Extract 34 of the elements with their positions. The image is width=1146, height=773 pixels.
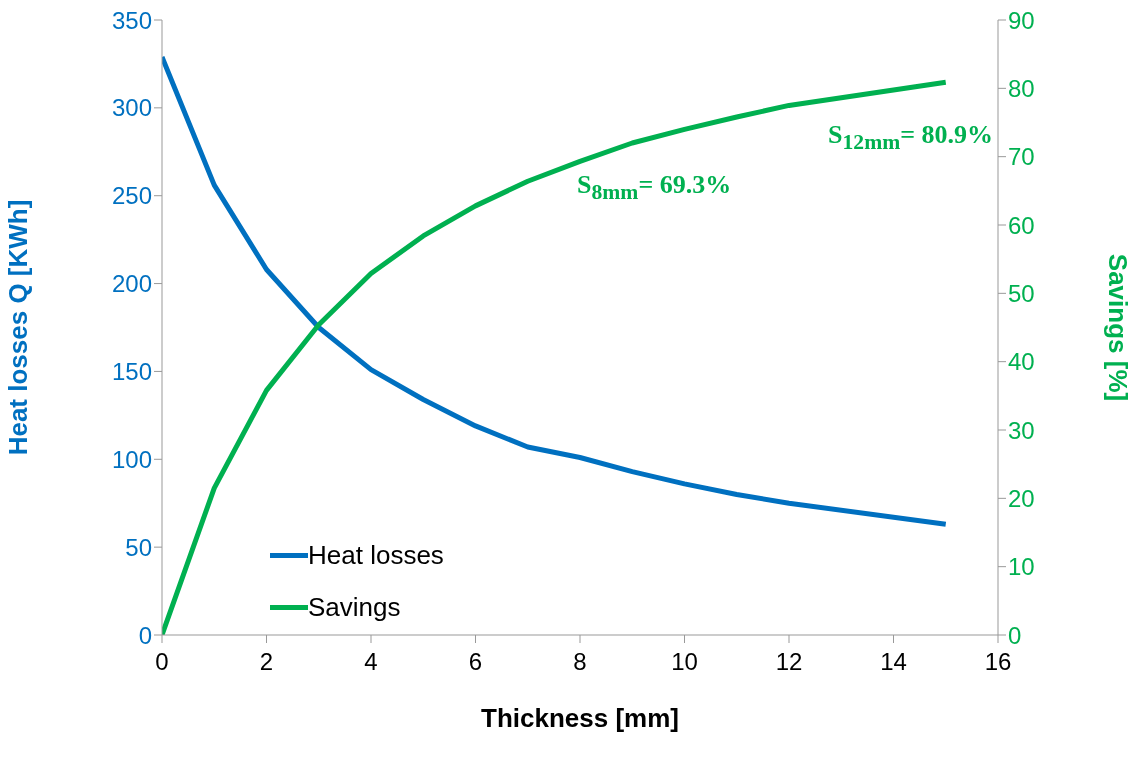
y2-tick-label: 20 xyxy=(1008,484,1035,512)
y-tick-label: 100 xyxy=(111,445,152,473)
x-tick-label: 4 xyxy=(364,648,378,676)
x-tick-label: 14 xyxy=(880,648,907,676)
annotation: S$_{12mm}$= 80.9% xyxy=(828,120,994,157)
y2-tick-label: 40 xyxy=(1008,348,1035,376)
y-tick-label: 200 xyxy=(111,270,152,298)
x-tick-label: 12 xyxy=(775,648,803,676)
y2-axis-title: Savings [%] xyxy=(1102,253,1133,402)
y2-tick-label: 0 xyxy=(1008,621,1022,649)
y-tick-label: 150 xyxy=(111,357,152,385)
x-tick-label: 10 xyxy=(671,648,698,676)
x-tick-label: 16 xyxy=(984,648,1012,676)
y2-tick-label: 90 xyxy=(1008,6,1035,34)
x-tick-label: 6 xyxy=(468,648,483,676)
x-tick-label: 2 xyxy=(259,648,274,676)
y-tick-label: 0 xyxy=(138,621,152,649)
y2-tick-label: 10 xyxy=(1008,553,1035,581)
legend-label: Savings xyxy=(308,591,401,623)
annotation: S$_{8mm}$= 69.3% xyxy=(577,170,732,207)
y2-tick-label: 80 xyxy=(1008,74,1035,102)
x-tick-label: 8 xyxy=(573,648,587,676)
y2-tick-label: 70 xyxy=(1008,143,1035,171)
y-tick-label: 250 xyxy=(111,182,152,210)
y-axis-title: Heat losses Q [KWh] xyxy=(3,199,34,456)
x-axis-title: Thickness [mm] xyxy=(481,703,679,733)
y-tick-label: 350 xyxy=(111,6,152,34)
y-tick-label: 300 xyxy=(111,94,152,122)
y2-tick-label: 60 xyxy=(1008,211,1035,239)
legend-label: Heat losses xyxy=(308,539,444,571)
y2-tick-label: 30 xyxy=(1008,416,1035,444)
x-tick-label: 0 xyxy=(155,648,169,676)
y-tick-label: 50 xyxy=(125,533,152,561)
y2-tick-label: 50 xyxy=(1008,279,1035,307)
